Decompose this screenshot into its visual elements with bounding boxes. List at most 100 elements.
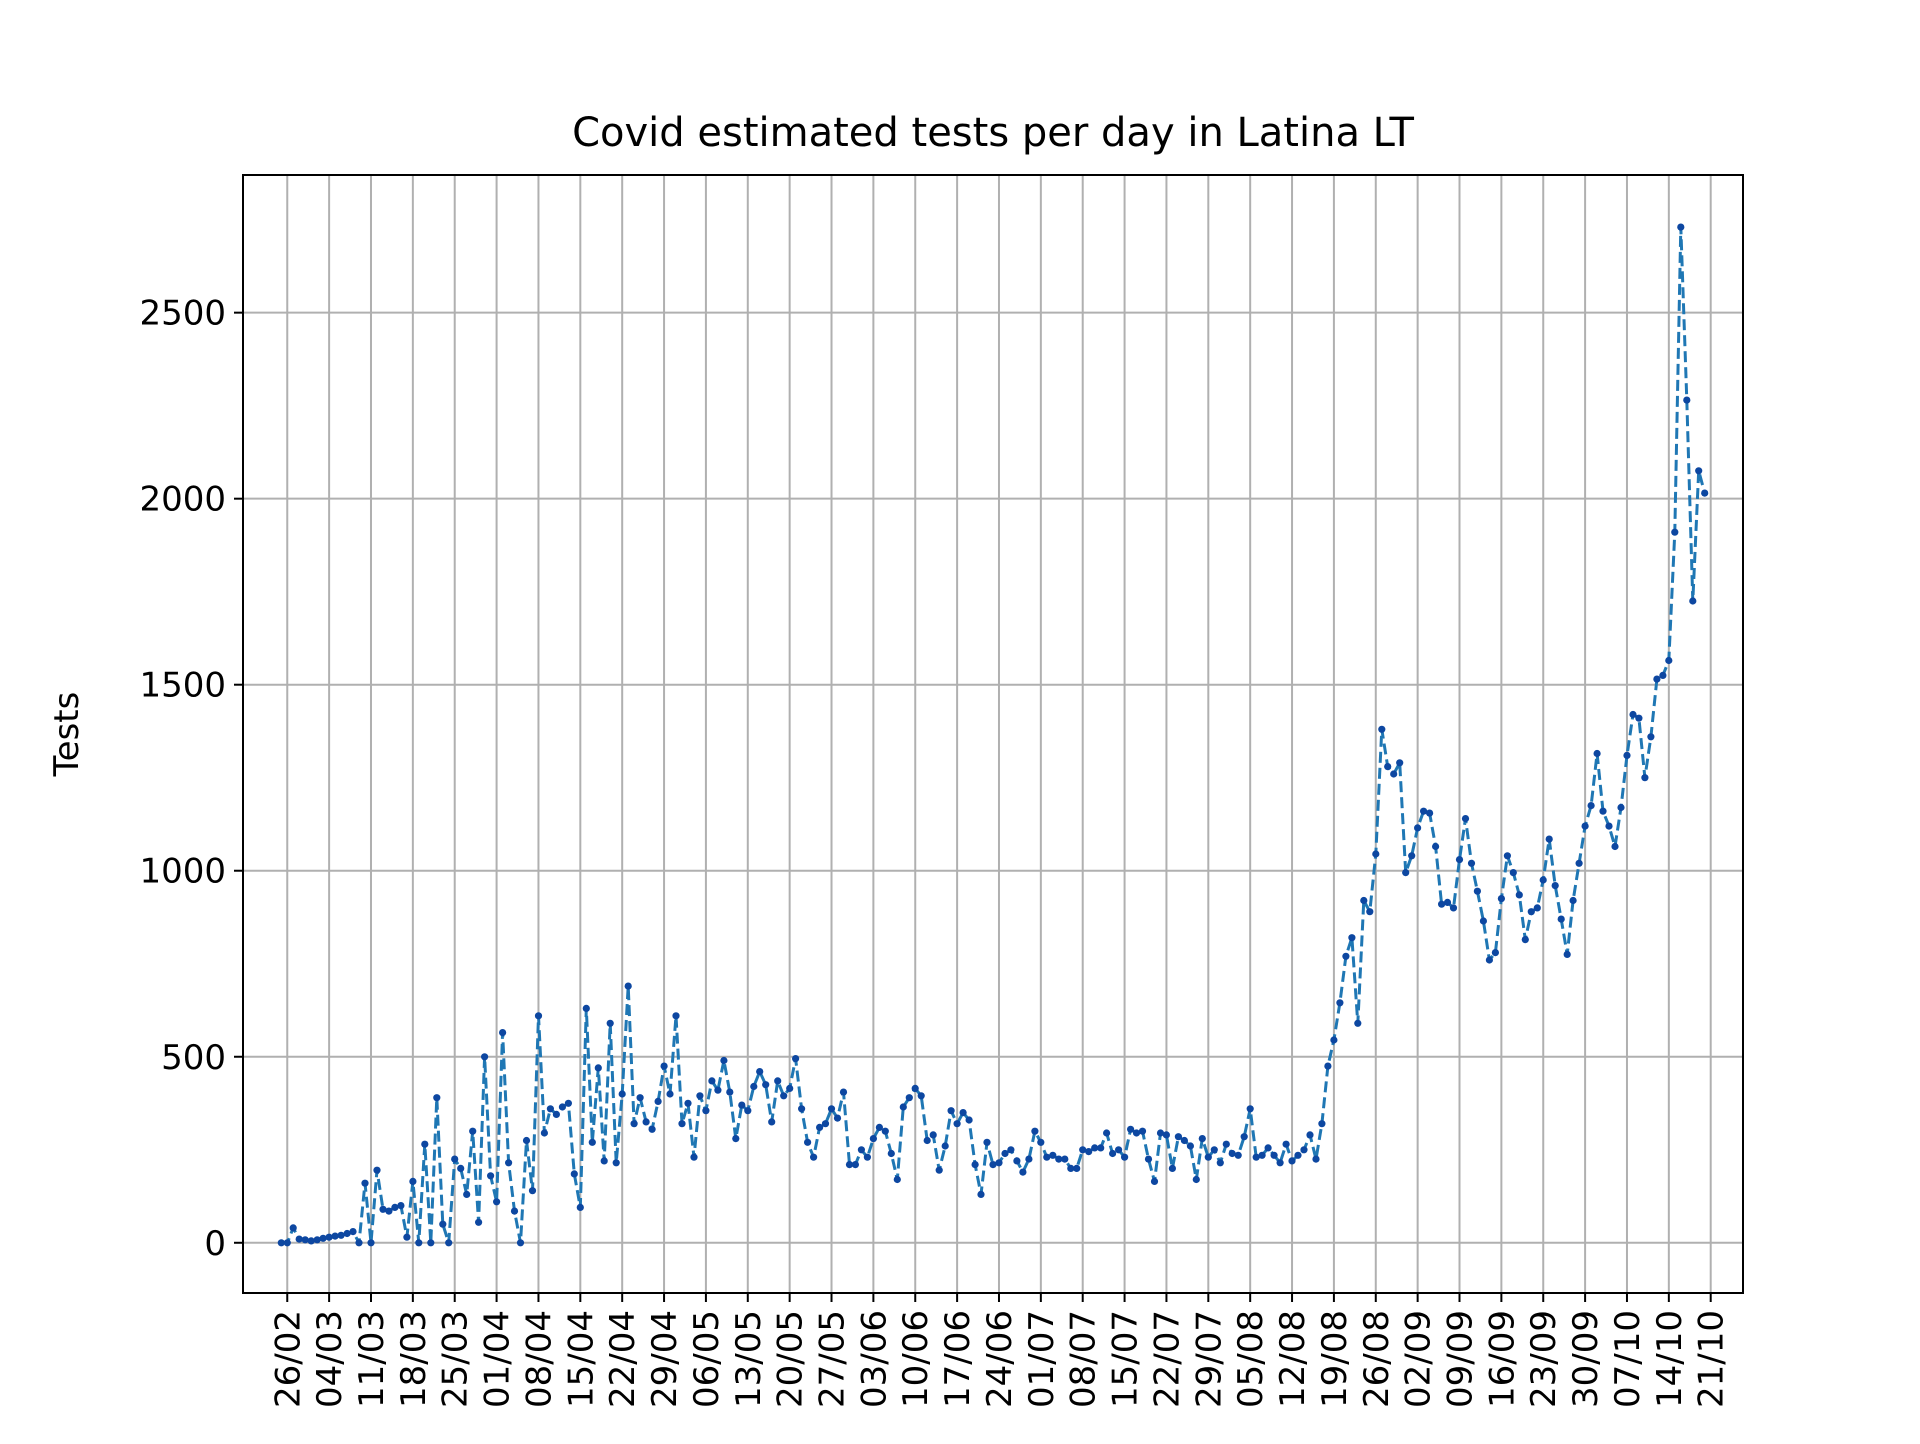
- data-point: [415, 1239, 423, 1247]
- data-point: [505, 1159, 513, 1167]
- data-point: [1414, 824, 1422, 832]
- data-point: [295, 1235, 303, 1243]
- data-point: [1497, 895, 1505, 903]
- data-point: [1258, 1151, 1266, 1159]
- data-point: [1449, 904, 1458, 912]
- data-point: [588, 1138, 596, 1146]
- data-point: [1617, 803, 1625, 812]
- data-point: [1043, 1153, 1051, 1161]
- data-point: [469, 1127, 477, 1135]
- data-point: [1473, 887, 1481, 895]
- data-point: [331, 1232, 339, 1240]
- x-tick-label: 15/07: [1106, 1310, 1146, 1408]
- data-point: [373, 1166, 381, 1174]
- data-point: [845, 1161, 854, 1169]
- data-point: [1396, 759, 1404, 767]
- data-point: [1007, 1146, 1015, 1154]
- data-point: [666, 1090, 674, 1098]
- data-point: [1360, 896, 1368, 905]
- data-point: [1300, 1146, 1308, 1154]
- x-tick-label: 12/08: [1273, 1310, 1313, 1408]
- data-point: [1575, 859, 1583, 867]
- data-point: [810, 1153, 818, 1161]
- x-tick-label: 22/04: [603, 1310, 643, 1408]
- data-point: [481, 1053, 489, 1061]
- data-point: [1695, 467, 1703, 475]
- data-point: [319, 1234, 327, 1242]
- data-point: [1443, 898, 1452, 907]
- data-point: [1132, 1129, 1141, 1137]
- x-tick-label: 01/04: [478, 1310, 518, 1408]
- data-point: [1109, 1149, 1117, 1158]
- x-tick-label: 09/09: [1441, 1310, 1481, 1408]
- data-point: [911, 1084, 919, 1092]
- x-tick-label: 14/10: [1650, 1310, 1690, 1408]
- data-point: [289, 1224, 297, 1232]
- data-point: [875, 1123, 884, 1131]
- data-point: [1061, 1155, 1069, 1163]
- x-tick-label: 27/05: [813, 1310, 853, 1408]
- data-point: [516, 1239, 525, 1247]
- data-point: [929, 1131, 937, 1139]
- data-point: [1073, 1164, 1081, 1172]
- series-line: [281, 225, 1707, 1245]
- data-point: [1198, 1135, 1206, 1143]
- data-point: [738, 1101, 746, 1109]
- data-point: [1264, 1144, 1272, 1152]
- data-point: [564, 1099, 573, 1107]
- data-point: [1366, 908, 1374, 916]
- data-point: [899, 1103, 907, 1111]
- x-tick-label: 11/03: [352, 1310, 392, 1408]
- y-tick-label: 0: [204, 1224, 226, 1264]
- data-point: [624, 982, 632, 990]
- data-point: [600, 1157, 608, 1165]
- data-point: [965, 1116, 973, 1124]
- data-point: [642, 1118, 650, 1126]
- data-point: [1581, 822, 1589, 830]
- data-point: [1210, 1146, 1218, 1154]
- data-point: [1085, 1148, 1093, 1156]
- data-point: [277, 1239, 285, 1247]
- data-point: [857, 1146, 866, 1154]
- data-point: [768, 1118, 776, 1126]
- data-point: [726, 1088, 734, 1096]
- data-point: [989, 1161, 997, 1169]
- data-point: [397, 1202, 405, 1210]
- data-point: [851, 1161, 860, 1169]
- data-point: [672, 1012, 680, 1020]
- data-point: [636, 1094, 644, 1102]
- data-point: [1665, 656, 1673, 665]
- data-point: [367, 1239, 375, 1247]
- data-point: [1180, 1136, 1188, 1145]
- x-tick-label: 22/07: [1147, 1310, 1187, 1408]
- data-point: [307, 1237, 315, 1245]
- data-point: [475, 1218, 483, 1226]
- x-tick-label: 03/06: [854, 1310, 894, 1408]
- x-tick-label: 16/09: [1482, 1310, 1522, 1408]
- data-point: [1228, 1149, 1236, 1158]
- data-point: [887, 1149, 895, 1158]
- data-point: [1270, 1151, 1278, 1159]
- data-point: [1605, 822, 1613, 830]
- data-point: [361, 1179, 369, 1187]
- x-tick-label: 07/10: [1608, 1310, 1648, 1408]
- data-point: [1097, 1144, 1105, 1152]
- data-point: [816, 1123, 824, 1131]
- data-point: [863, 1153, 872, 1161]
- data-point: [953, 1120, 961, 1128]
- data-point: [546, 1105, 555, 1113]
- data-point: [1312, 1155, 1320, 1163]
- data-point: [1127, 1125, 1135, 1133]
- data-point: [1455, 856, 1464, 864]
- data-point: [1599, 807, 1607, 815]
- data-point: [774, 1077, 782, 1085]
- data-point: [522, 1136, 531, 1145]
- data-point: [1168, 1164, 1176, 1172]
- x-tick-label: 24/06: [980, 1310, 1020, 1408]
- data-point: [1509, 869, 1517, 877]
- data-point: [1527, 908, 1535, 916]
- data-point: [439, 1220, 447, 1228]
- data-point: [977, 1190, 985, 1198]
- chart-title: Covid estimated tests per day in Latina …: [572, 110, 1414, 156]
- data-point: [798, 1105, 806, 1113]
